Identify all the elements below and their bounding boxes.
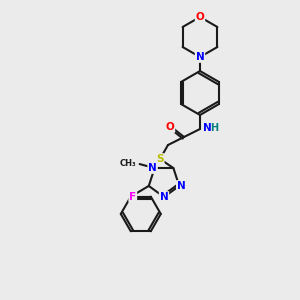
Text: N: N [177, 181, 186, 191]
Text: N: N [148, 163, 157, 173]
Text: N: N [160, 192, 168, 202]
Text: H: H [210, 123, 218, 133]
Text: O: O [166, 122, 174, 132]
Text: N: N [202, 123, 211, 133]
Text: O: O [196, 12, 204, 22]
Text: N: N [196, 52, 204, 62]
Text: F: F [129, 192, 136, 202]
Text: CH₃: CH₃ [120, 159, 136, 168]
Text: S: S [156, 154, 164, 164]
